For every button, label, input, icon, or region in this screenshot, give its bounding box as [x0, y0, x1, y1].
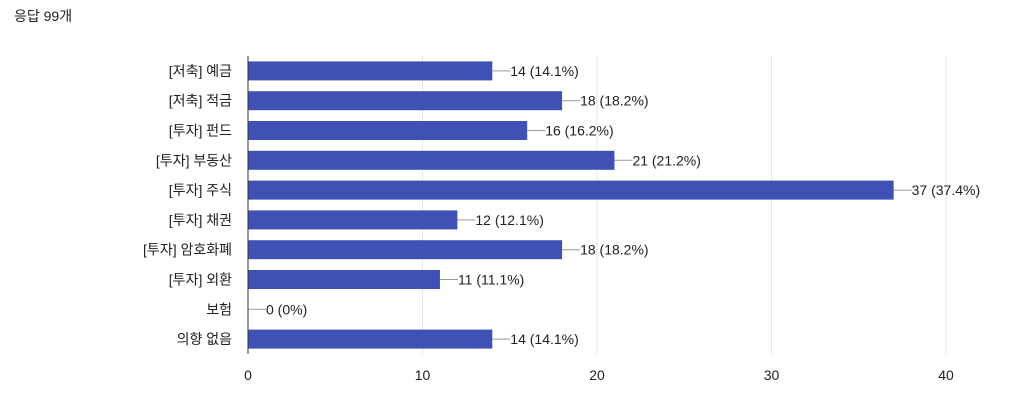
data-label: 12 (12.1%) — [475, 212, 543, 228]
category-label: [저축] 예금 — [169, 63, 232, 79]
category-label: [투자] 부동산 — [156, 152, 232, 168]
bar — [248, 91, 563, 111]
data-label: 14 (14.1%) — [510, 331, 578, 347]
x-tick-label: 10 — [415, 367, 431, 383]
data-label: 21 (21.2%) — [632, 152, 700, 168]
category-label: [투자] 외환 — [169, 272, 232, 288]
data-label: 11 (11.1%) — [458, 272, 524, 288]
labels-layer: [저축] 예금 14 (14.1%) [저축] 적금 18 (18.2%) [투자] 펀… — [143, 63, 980, 347]
data-label: 18 (18.2%) — [580, 93, 648, 109]
bar — [248, 210, 458, 230]
bar — [248, 121, 528, 140]
axis-layer: 0 10 20 30 40 — [244, 56, 954, 383]
category-label: [투자] 암호화폐 — [143, 242, 232, 258]
category-label: [투자] 채권 — [169, 212, 232, 228]
category-label: 의향 없음 — [177, 331, 233, 347]
category-label: 보험 — [206, 301, 232, 317]
bar — [248, 270, 440, 289]
bar — [248, 180, 894, 200]
bars-layer — [248, 61, 894, 349]
data-label: 37 (37.4%) — [912, 182, 980, 198]
bar — [248, 61, 493, 81]
x-tick-label: 40 — [938, 367, 954, 383]
data-label: 14 (14.1%) — [510, 63, 578, 79]
category-label: [저축] 적금 — [169, 93, 232, 109]
data-label: 16 (16.2%) — [545, 123, 613, 139]
x-tick-label: 0 — [244, 367, 252, 383]
response-count: 응답 99개 — [14, 8, 73, 24]
data-label: 18 (18.2%) — [580, 242, 648, 258]
category-label: [투자] 펀드 — [169, 123, 232, 139]
x-tick-label: 20 — [589, 367, 605, 383]
data-label: 0 (0%) — [266, 301, 307, 317]
category-label: [투자] 주식 — [169, 182, 232, 198]
x-tick-label: 30 — [764, 367, 780, 383]
bar — [248, 150, 615, 170]
bar — [248, 240, 563, 260]
bar — [248, 329, 493, 349]
